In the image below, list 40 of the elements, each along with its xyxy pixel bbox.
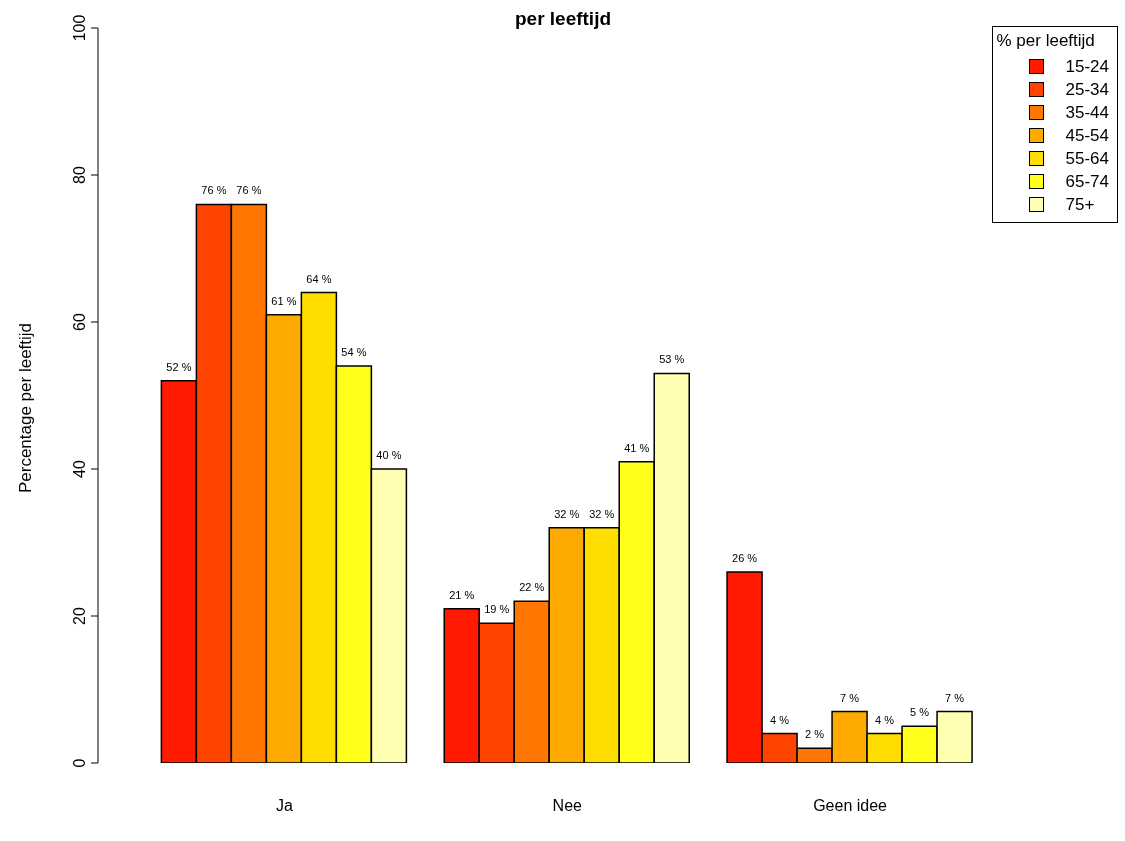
chart-title: per leeftijd [514,8,612,29]
data-label: 40 % [376,449,402,461]
data-label: 7 % [945,691,965,704]
legend-label: 65-74 [1065,171,1109,192]
legend-label: 25-34 [1065,79,1109,100]
data-label: 4 % [875,713,895,726]
y-axis-title: Percentage per leeftijd [16,322,36,494]
legend-label: 75+ [1065,194,1095,215]
legend-label: 45-54 [1065,125,1109,146]
data-label: 7 % [840,691,860,704]
y-tick-label: 0 [71,758,88,768]
y-tick-label: 100 [71,14,88,42]
data-label: 61 % [271,294,297,307]
x-tick-label: Nee [552,797,583,814]
data-label: 22 % [519,581,545,594]
data-label: 54 % [341,346,367,359]
data-label: 2 % [805,728,825,741]
y-tick-label: 40 [71,460,88,478]
data-label: 26 % [732,551,758,564]
legend-label: 55-64 [1065,148,1109,169]
data-label: 32 % [554,507,580,520]
legend-label: 35-44 [1065,102,1109,123]
data-label: 19 % [484,603,510,616]
y-tick-label: 80 [71,166,88,184]
data-label: 53 % [659,353,685,366]
data-label: 76 % [201,184,227,197]
data-label: 21 % [449,588,475,601]
x-tick-label: Ja [275,797,293,814]
data-label: 32 % [589,507,615,520]
data-label: 52 % [166,360,192,373]
legend-label: 15-24 [1065,56,1109,77]
data-label: 76 % [236,184,262,197]
data-label: 5 % [910,706,930,719]
y-tick-label: 60 [71,313,88,331]
data-label: 4 % [770,713,790,726]
legend-title: % per leeftijd [996,31,1096,51]
y-tick-label: 20 [71,607,88,625]
x-tick-label: Geen idee [813,797,888,814]
data-label: 64 % [306,272,332,285]
data-label: 41 % [624,441,650,454]
